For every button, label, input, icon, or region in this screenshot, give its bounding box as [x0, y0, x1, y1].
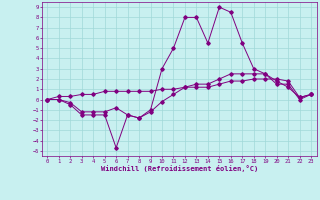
X-axis label: Windchill (Refroidissement éolien,°C): Windchill (Refroidissement éolien,°C)	[100, 165, 258, 172]
